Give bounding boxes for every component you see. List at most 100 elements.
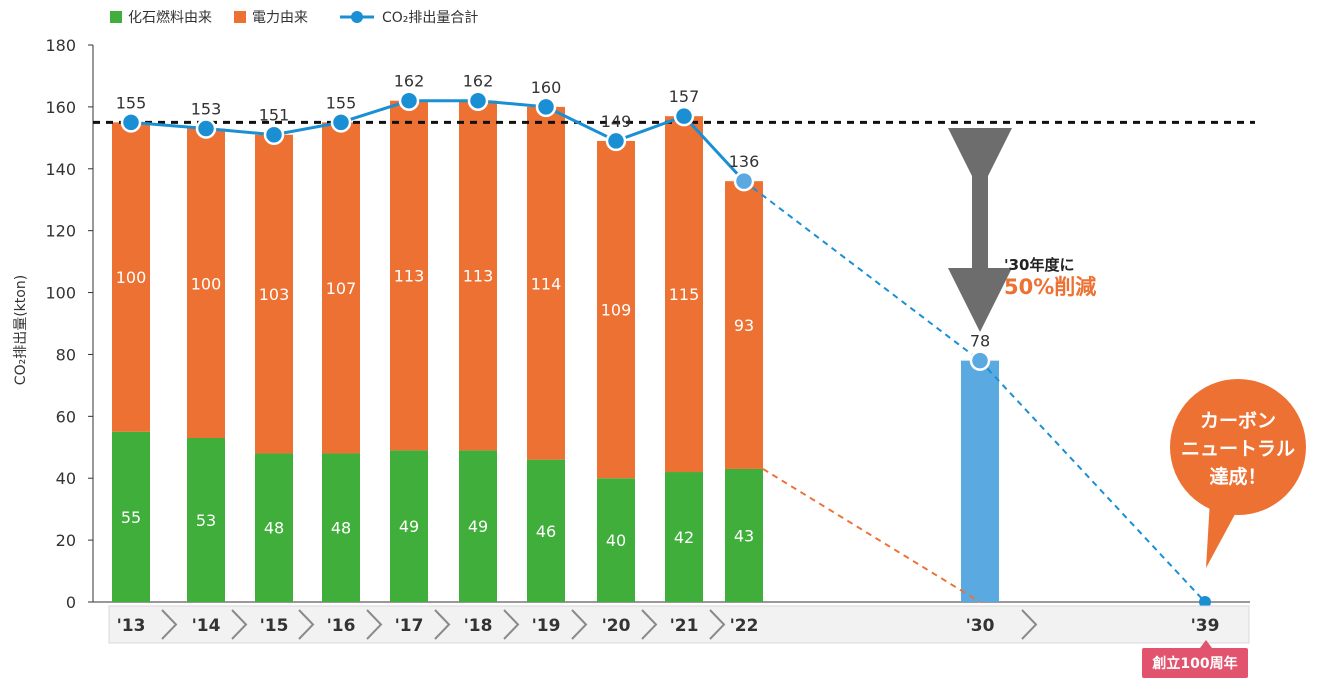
bubble-line-1: カーボン [1200, 410, 1276, 432]
projection-lines [93, 120, 1255, 603]
x-label-6: '19 [532, 616, 561, 636]
total-label-6: 160 [531, 78, 562, 97]
label-fossil-4: 49 [399, 517, 419, 536]
x-chevron-9 [1021, 609, 1038, 640]
x-label-11: '39 [1191, 616, 1220, 636]
total-label-1: 153 [191, 100, 222, 119]
bar-target-2030 [961, 360, 999, 602]
total-point-1 [195, 118, 217, 139]
y-ticks: 0 20 40 60 80 100 120 140 160 180 [45, 36, 93, 612]
bar-electric-2 [255, 134, 293, 454]
reduction-annotation: '30年度に 50%削減 [948, 128, 1096, 332]
legend-label-fossil: 化石燃料由来 [128, 9, 212, 26]
bar-fossil-7 [597, 478, 635, 602]
carbon-neutral-bubble: カーボン ニュートラル 達成！ [1170, 379, 1306, 568]
projection-fossil [762, 468, 981, 603]
total-point-7 [605, 130, 627, 152]
label-fossil-0: 55 [121, 508, 141, 527]
total-point-2 [263, 124, 285, 145]
label-electric-3: 107 [326, 279, 357, 298]
projection-total-2039 [979, 359, 1206, 603]
bar-electric-8 [665, 116, 703, 473]
y-tick-label-7: 140 [45, 160, 76, 179]
total-label-0: 155 [116, 93, 147, 112]
x-chevron-6 [571, 609, 588, 640]
label-fossil-3: 48 [331, 519, 351, 538]
total-label-8: 157 [669, 87, 700, 106]
label-fossil-6: 46 [536, 522, 556, 541]
bar-electric-7 [597, 140, 635, 479]
label-electric-1: 100 [191, 274, 222, 293]
total-point-0 [120, 112, 142, 133]
label-electric-5: 113 [463, 267, 494, 286]
bar-electric-4 [390, 100, 428, 451]
total-point-11 [1199, 596, 1211, 608]
total-label-3: 155 [326, 93, 357, 112]
y-tick-label-6: 120 [45, 222, 76, 241]
label-electric-6: 114 [531, 274, 562, 293]
bars [112, 100, 999, 602]
bar-electric-6 [527, 106, 565, 460]
total-point-5 [467, 90, 489, 111]
legend-swatch-electric [234, 11, 246, 23]
x-label-7: '20 [602, 616, 631, 636]
label-electric-4: 113 [394, 267, 425, 286]
label-electric-9: 93 [734, 316, 754, 335]
legend-label-electric: 電力由来 [252, 10, 308, 26]
label-fossil-5: 49 [468, 517, 488, 536]
legend-marker-total [351, 11, 363, 23]
x-label-0: '13 [117, 616, 146, 636]
x-chevron-4 [434, 609, 451, 640]
reduction-label-big: 50%削減 [1004, 275, 1096, 299]
bar-electric-0 [112, 122, 150, 432]
x-label-5: '18 [464, 616, 493, 636]
projection-total-2030 [743, 180, 981, 362]
bar-fossil-1 [187, 437, 225, 602]
total-label-2: 151 [259, 106, 290, 125]
y-tick-label-5: 100 [45, 284, 76, 303]
y-tick-label-1: 20 [56, 531, 76, 550]
y-tick-label-9: 180 [45, 36, 76, 55]
x-label-4: '17 [395, 616, 424, 636]
y-tick-label-2: 40 [56, 469, 76, 488]
label-fossil-9: 43 [734, 526, 754, 545]
total-polyline [130, 99, 746, 183]
total-label-4: 162 [394, 72, 425, 91]
total-label-10: 78 [970, 332, 990, 351]
y-tick-label-4: 80 [56, 345, 76, 364]
x-category-strip: '13 '14 '15 '16 '17 '18 '19 '20 '21 '22 '30 '39 [108, 605, 1250, 644]
x-label-3: '16 [327, 616, 356, 636]
total-point-10 [969, 350, 991, 371]
label-electric-7: 109 [601, 301, 632, 320]
bar-fossil-3 [322, 453, 360, 602]
x-label-9: '22 [730, 616, 759, 636]
tag-pointer [1200, 640, 1212, 648]
bar-electric-3 [322, 122, 360, 454]
bar-fossil-5 [459, 450, 497, 602]
x-label-10: '30 [966, 616, 995, 636]
tag-label: 創立100周年 [1151, 655, 1237, 672]
bar-fossil-2 [255, 453, 293, 602]
x-strip-background [108, 605, 1250, 644]
total-point-4 [398, 90, 420, 111]
bar-fossil-6 [527, 459, 565, 602]
label-fossil-2: 48 [264, 519, 284, 538]
label-fossil-7: 40 [606, 531, 626, 550]
anniversary-tag: 創立100周年 [1142, 640, 1248, 678]
bubble-circle [1170, 379, 1306, 515]
x-chevron-7 [641, 609, 658, 640]
y-tick-label-8: 160 [45, 98, 76, 117]
x-chevron-3 [366, 609, 383, 640]
label-electric-8: 115 [669, 285, 700, 304]
label-electric-0: 100 [116, 268, 147, 287]
x-chevron-8 [709, 609, 726, 640]
bar-fossil-8 [665, 472, 703, 602]
value-labels: 55 100 53 100 48 103 48 107 49 113 49 113 46 114 40 109… [116, 72, 990, 550]
total-line [120, 90, 1211, 608]
x-chevron-0 [161, 609, 178, 640]
bar-fossil-0 [112, 431, 150, 602]
legend-swatch-fossil [110, 11, 122, 23]
bar-electric-5 [459, 100, 497, 451]
total-label-5: 162 [463, 72, 494, 91]
